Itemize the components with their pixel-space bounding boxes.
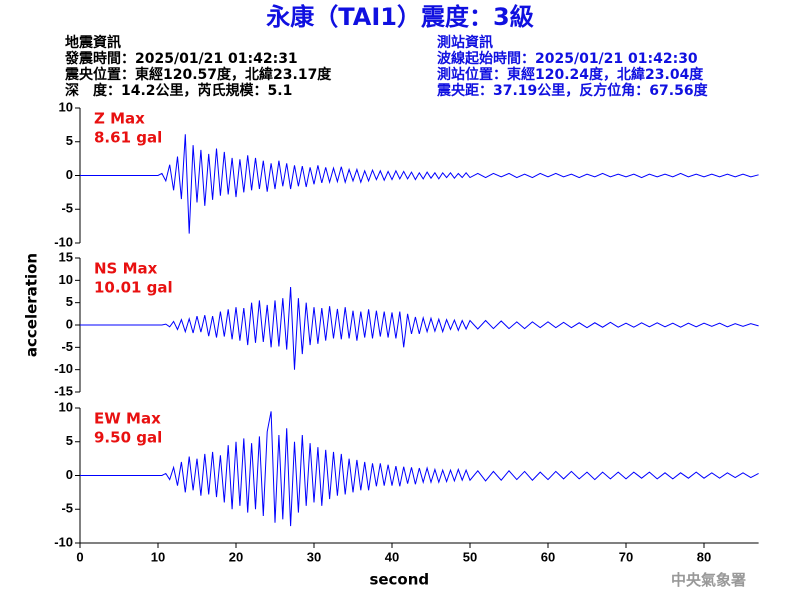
component-label: Z Max: [94, 110, 145, 128]
y-tick-label: 0: [66, 167, 73, 182]
info-left: 深 度：14.2公里，芮氏規模：5.1: [65, 82, 292, 99]
y-tick-label: -15: [54, 383, 73, 398]
x-tick-label: 0: [76, 549, 83, 564]
x-tick-label: 10: [151, 549, 165, 564]
y-tick-label: 10: [59, 99, 73, 114]
y-tick-label: -10: [54, 534, 73, 549]
info-left: 地震資訊: [65, 34, 121, 51]
footer: 中央氣象署: [671, 571, 746, 589]
y-tick-label: -5: [61, 501, 73, 516]
y-tick-label: -5: [61, 339, 73, 354]
x-tick-label: 80: [697, 549, 711, 564]
x-tick-label: 30: [307, 549, 321, 564]
max-label: 9.50 gal: [94, 429, 162, 447]
info-left: 發震時間：2025/01/21 01:42:31: [64, 50, 298, 67]
y-tick-label: 0: [66, 467, 73, 482]
y-tick-label: 10: [59, 399, 73, 414]
x-tick-label: 20: [229, 549, 243, 564]
max-label: 8.61 gal: [94, 129, 162, 147]
max-label: 10.01 gal: [94, 279, 173, 297]
component-label: EW Max: [94, 410, 161, 428]
info-right: 測站位置：東經120.24度，北緯23.04度: [437, 66, 704, 83]
x-tick-label: 50: [463, 549, 477, 564]
y-tick-label: 5: [66, 133, 73, 148]
waveform: [80, 134, 759, 234]
waveform: [80, 411, 759, 527]
y-tick-label: -10: [54, 361, 73, 376]
info-right: 測站資訊: [437, 34, 493, 51]
title: 永康（TAI1）震度：3級: [266, 3, 533, 31]
x-tick-label: 40: [385, 549, 399, 564]
x-tick-label: 60: [541, 549, 555, 564]
x-axis-label: second: [369, 571, 429, 589]
y-tick-label: -5: [61, 201, 73, 216]
info-right: 震央距：37.19公里，反方位角：67.56度: [436, 82, 709, 99]
y-tick-label: 15: [59, 249, 73, 264]
info-left: 震央位置：東經120.57度，北緯23.17度: [64, 66, 332, 83]
x-tick-label: 70: [619, 549, 633, 564]
y-tick-label: 10: [59, 272, 73, 287]
y-tick-label: 0: [66, 316, 73, 331]
y-tick-label: 5: [66, 294, 73, 309]
y-tick-label: -10: [54, 234, 73, 249]
info-right: 波線起始時間：2025/01/21 01:42:30: [437, 50, 698, 67]
waveform: [80, 286, 759, 370]
y-tick-label: 5: [66, 433, 73, 448]
component-label: NS Max: [94, 260, 158, 278]
y-axis-label: acceleration: [23, 253, 41, 357]
